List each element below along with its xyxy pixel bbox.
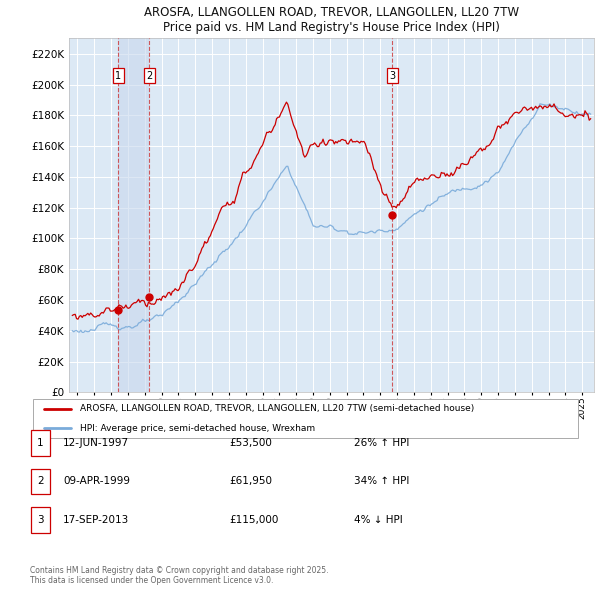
- Title: AROSFA, LLANGOLLEN ROAD, TREVOR, LLANGOLLEN, LL20 7TW
Price paid vs. HM Land Reg: AROSFA, LLANGOLLEN ROAD, TREVOR, LLANGOL…: [144, 6, 519, 34]
- Text: 3: 3: [37, 515, 44, 525]
- Text: £53,500: £53,500: [229, 438, 272, 448]
- Text: 1: 1: [37, 438, 44, 448]
- Text: £115,000: £115,000: [229, 515, 278, 525]
- Text: 26% ↑ HPI: 26% ↑ HPI: [353, 438, 409, 448]
- FancyBboxPatch shape: [31, 468, 50, 494]
- Text: 09-APR-1999: 09-APR-1999: [63, 477, 130, 486]
- Text: 17-SEP-2013: 17-SEP-2013: [63, 515, 129, 525]
- FancyBboxPatch shape: [31, 430, 50, 456]
- Text: 12-JUN-1997: 12-JUN-1997: [63, 438, 129, 448]
- Text: HPI: Average price, semi-detached house, Wrexham: HPI: Average price, semi-detached house,…: [80, 424, 315, 432]
- FancyBboxPatch shape: [31, 507, 50, 533]
- Text: 3: 3: [389, 71, 395, 80]
- Text: Contains HM Land Registry data © Crown copyright and database right 2025.
This d: Contains HM Land Registry data © Crown c…: [30, 566, 329, 585]
- FancyBboxPatch shape: [33, 399, 578, 438]
- Text: 4% ↓ HPI: 4% ↓ HPI: [353, 515, 403, 525]
- Text: 34% ↑ HPI: 34% ↑ HPI: [353, 477, 409, 486]
- Text: 2: 2: [146, 71, 152, 80]
- Text: 2: 2: [37, 477, 44, 486]
- Text: £61,950: £61,950: [229, 477, 272, 486]
- Text: 1: 1: [115, 71, 122, 80]
- Bar: [118, 38, 149, 392]
- Text: AROSFA, LLANGOLLEN ROAD, TREVOR, LLANGOLLEN, LL20 7TW (semi-detached house): AROSFA, LLANGOLLEN ROAD, TREVOR, LLANGOL…: [80, 404, 474, 413]
